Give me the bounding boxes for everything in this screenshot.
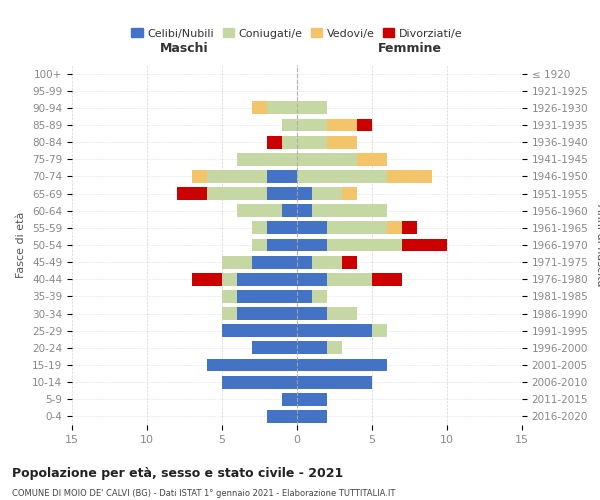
Bar	[297, 222, 327, 234]
Bar	[327, 238, 402, 252]
Bar	[297, 393, 327, 406]
Bar	[372, 324, 387, 337]
Bar	[297, 324, 372, 337]
Bar	[237, 307, 297, 320]
Bar	[327, 307, 357, 320]
Bar	[222, 256, 252, 268]
Text: Femmine: Femmine	[377, 42, 442, 54]
Bar	[222, 290, 237, 303]
Bar	[402, 238, 447, 252]
Bar	[342, 256, 357, 268]
Bar	[297, 358, 387, 372]
Bar	[267, 102, 297, 114]
Bar	[297, 136, 327, 148]
Bar	[297, 187, 312, 200]
Bar	[312, 256, 342, 268]
Bar	[327, 222, 387, 234]
Legend: Celibi/Nubili, Coniugati/e, Vedovi/e, Divorziati/e: Celibi/Nubili, Coniugati/e, Vedovi/e, Di…	[127, 24, 467, 43]
Bar	[297, 238, 327, 252]
Bar	[282, 204, 297, 217]
Bar	[282, 136, 297, 148]
Bar	[237, 153, 297, 166]
Bar	[402, 222, 417, 234]
Text: COMUNE DI MOIO DE' CALVI (BG) - Dati ISTAT 1° gennaio 2021 - Elaborazione TUTTIT: COMUNE DI MOIO DE' CALVI (BG) - Dati IST…	[12, 489, 395, 498]
Bar	[207, 170, 267, 183]
Bar	[237, 204, 282, 217]
Bar	[312, 290, 327, 303]
Bar	[267, 238, 297, 252]
Bar	[252, 238, 267, 252]
Bar	[207, 358, 297, 372]
Bar	[222, 376, 297, 388]
Bar	[267, 222, 297, 234]
Bar	[327, 342, 342, 354]
Bar	[327, 273, 372, 285]
Bar	[297, 307, 327, 320]
Bar	[387, 170, 432, 183]
Bar	[297, 342, 327, 354]
Bar	[252, 102, 267, 114]
Bar	[267, 187, 297, 200]
Bar	[222, 307, 237, 320]
Bar	[297, 273, 327, 285]
Bar	[297, 118, 327, 132]
Bar	[252, 256, 297, 268]
Text: Popolazione per età, sesso e stato civile - 2021: Popolazione per età, sesso e stato civil…	[12, 468, 343, 480]
Y-axis label: Anni di nascita: Anni di nascita	[595, 204, 600, 286]
Bar	[357, 153, 387, 166]
Bar	[282, 118, 297, 132]
Bar	[267, 410, 297, 423]
Bar	[252, 342, 297, 354]
Bar	[177, 187, 207, 200]
Bar	[222, 273, 237, 285]
Bar	[297, 410, 327, 423]
Y-axis label: Fasce di età: Fasce di età	[16, 212, 26, 278]
Bar	[237, 273, 297, 285]
Bar	[312, 204, 387, 217]
Bar	[297, 376, 372, 388]
Bar	[267, 136, 282, 148]
Bar	[372, 273, 402, 285]
Bar	[237, 290, 297, 303]
Bar	[297, 170, 387, 183]
Bar	[282, 393, 297, 406]
Bar	[327, 118, 357, 132]
Bar	[327, 136, 357, 148]
Bar	[297, 153, 357, 166]
Bar	[297, 102, 327, 114]
Bar	[297, 204, 312, 217]
Bar	[192, 170, 207, 183]
Text: Maschi: Maschi	[160, 42, 209, 54]
Bar	[192, 273, 222, 285]
Bar	[357, 118, 372, 132]
Bar	[252, 222, 267, 234]
Bar	[297, 290, 312, 303]
Bar	[222, 324, 297, 337]
Bar	[297, 256, 312, 268]
Bar	[267, 170, 297, 183]
Bar	[312, 187, 342, 200]
Bar	[342, 187, 357, 200]
Bar	[387, 222, 402, 234]
Bar	[207, 187, 267, 200]
